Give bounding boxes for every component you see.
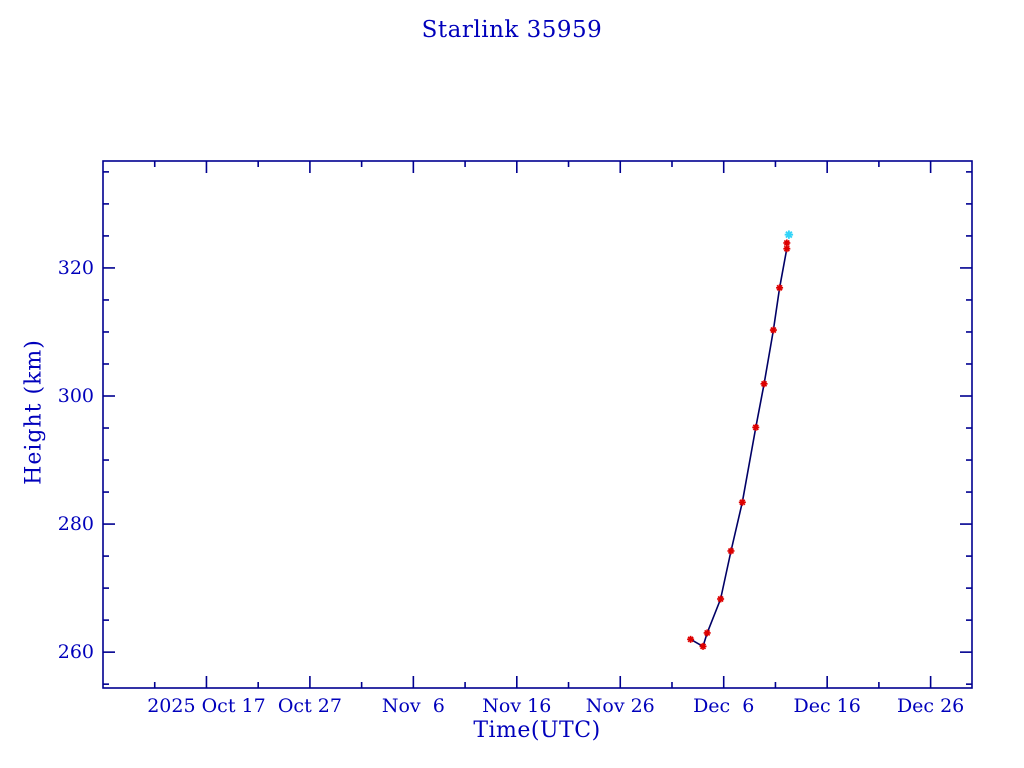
data-point-marker (783, 239, 791, 247)
data-point-marker (738, 498, 746, 506)
data-point-marker (727, 547, 735, 555)
data-point-marker (769, 326, 777, 334)
data-points (687, 239, 791, 650)
x-tick-label: Nov 16 (482, 695, 551, 717)
chart-title: Starlink 35959 (421, 17, 603, 43)
x-axis-title: Time(UTC) (473, 718, 601, 743)
x-tick-label: Oct 27 (278, 695, 342, 717)
y-tick-label: 320 (58, 257, 94, 279)
data-point-marker (717, 595, 725, 603)
data-point-marker (699, 642, 707, 650)
x-tick-label: Nov 6 (382, 695, 445, 717)
x-tick-label: 2025 Oct 17 (147, 695, 265, 717)
data-point-marker (760, 380, 768, 388)
data-point-marker (687, 635, 695, 643)
plot-border (102, 160, 973, 689)
x-tick-label: Dec 6 (693, 695, 754, 717)
data-point-marker (703, 629, 711, 637)
y-tick-label: 280 (58, 513, 94, 535)
x-tick-label: Dec 16 (793, 695, 860, 717)
x-tick-labels: 2025 Oct 17 Oct 27 Nov 6 Nov 16 Nov 26 Dec 6 D… (147, 695, 964, 717)
y-ticks (103, 171, 972, 685)
x-tick-label: Dec 26 (897, 695, 964, 717)
x-tick-label: Nov 26 (586, 695, 655, 717)
data-point-marker (752, 423, 760, 431)
y-tick-label: 260 (58, 641, 94, 663)
y-tick-label: 300 (58, 385, 94, 407)
x-ticks (153, 161, 932, 688)
y-tick-labels: 260 280 300 320 (58, 257, 94, 663)
data-point-marker (776, 284, 784, 292)
series-line (689, 242, 788, 648)
latest-point-marker (784, 230, 794, 239)
